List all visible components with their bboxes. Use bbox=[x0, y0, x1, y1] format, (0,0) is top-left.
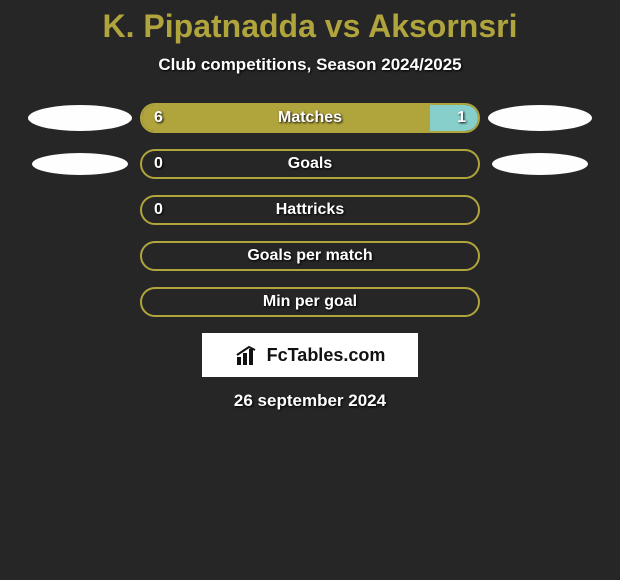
branding-chart-icon bbox=[235, 344, 261, 366]
stat-row: Min per goal bbox=[0, 287, 620, 317]
left-ellipse-slot bbox=[20, 103, 140, 133]
stat-row: 0Hattricks bbox=[0, 195, 620, 225]
bar-fill-left bbox=[142, 105, 430, 131]
ellipse-icon bbox=[20, 149, 140, 179]
bar-left-value: 0 bbox=[154, 197, 163, 223]
ellipse-icon bbox=[480, 103, 600, 133]
subtitle: Club competitions, Season 2024/2025 bbox=[0, 55, 620, 75]
stat-bar: Min per goal bbox=[140, 287, 480, 317]
bar-label: Min per goal bbox=[142, 289, 478, 315]
stat-row: 0Goals bbox=[0, 149, 620, 179]
branding-text: FcTables.com bbox=[267, 345, 386, 366]
branding-badge: FcTables.com bbox=[202, 333, 418, 377]
bar-fill-right bbox=[430, 105, 478, 131]
stat-bar: 0Hattricks bbox=[140, 195, 480, 225]
stat-bar: 0Goals bbox=[140, 149, 480, 179]
bar-label: Goals bbox=[142, 151, 478, 177]
stat-bar: 61Matches bbox=[140, 103, 480, 133]
stat-bar: Goals per match bbox=[140, 241, 480, 271]
ellipse-icon bbox=[20, 103, 140, 133]
left-ellipse-slot bbox=[20, 149, 140, 179]
right-ellipse-slot bbox=[480, 149, 600, 179]
stat-row: 61Matches bbox=[0, 103, 620, 133]
stat-rows: 61Matches0Goals0HattricksGoals per match… bbox=[0, 103, 620, 317]
stat-row: Goals per match bbox=[0, 241, 620, 271]
right-ellipse-slot bbox=[480, 103, 600, 133]
bar-label: Goals per match bbox=[142, 243, 478, 269]
bar-label: Hattricks bbox=[142, 197, 478, 223]
ellipse-icon bbox=[480, 149, 600, 179]
bar-left-value: 0 bbox=[154, 151, 163, 177]
page-title: K. Pipatnadda vs Aksornsri bbox=[0, 0, 620, 45]
date-text: 26 september 2024 bbox=[0, 391, 620, 411]
